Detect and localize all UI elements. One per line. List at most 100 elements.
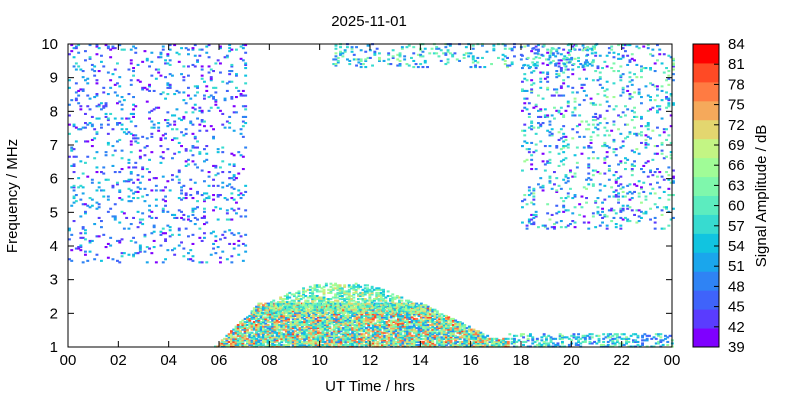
heatmap-cell [399,336,403,339]
heatmap-cell [164,132,167,135]
heatmap-cell [543,115,547,118]
heatmap-cell [463,336,467,339]
heatmap-cell [597,340,601,343]
heatmap-cell [495,337,499,340]
heatmap-cell [338,311,342,314]
heatmap-cell [365,340,368,343]
heatmap-cell [129,62,133,65]
heatmap-cell [463,330,467,333]
heatmap-cell [171,178,174,181]
heatmap-cell [313,296,317,299]
heatmap-cell [598,115,602,118]
heatmap-cell [347,302,351,305]
heatmap-cell [225,54,229,57]
heatmap-cell [259,316,263,319]
heatmap-cell [262,321,265,324]
heatmap-cell [555,88,559,91]
heatmap-cell [311,305,315,308]
heatmap-cell [349,337,352,340]
heatmap-cell [310,316,313,319]
heatmap-cell [225,209,229,212]
heatmap-cell [483,336,487,339]
heatmap-cell [313,308,317,311]
heatmap-cell [122,48,126,51]
heatmap-cell [207,171,211,174]
heatmap-cell [621,209,625,212]
heatmap-cell [553,106,556,109]
heatmap-cell [566,143,570,146]
heatmap-cell [262,325,265,328]
heatmap-cell [598,83,602,86]
heatmap-cell [230,255,234,258]
heatmap-cell [88,108,92,111]
heatmap-cell [329,290,333,293]
heatmap-cell [358,316,361,319]
heatmap-cell [397,328,400,331]
heatmap-cell [243,337,247,340]
heatmap-cell [203,160,206,163]
heatmap-cell [346,327,350,330]
heatmap-cell [405,307,408,310]
heatmap-cell [587,123,591,126]
heatmap-cell [74,91,78,94]
heatmap-cell [100,108,103,111]
heatmap-cell [422,328,426,331]
heatmap-cell [255,333,258,336]
heatmap-cell [562,163,566,166]
heatmap-cell [401,336,405,339]
heatmap-cell [587,172,591,175]
heatmap-cell [283,298,287,301]
heatmap-cell [417,319,421,322]
heatmap-cell [337,321,341,324]
heatmap-cell [304,290,308,293]
heatmap-cell [225,334,229,337]
heatmap-cell [382,293,385,296]
heatmap-cell [580,86,584,89]
heatmap-cell [106,210,110,213]
heatmap-cell [221,151,225,154]
heatmap-cell [321,343,325,346]
heatmap-cell [619,76,623,79]
heatmap-cell [120,108,124,111]
heatmap-cell [358,324,361,327]
heatmap-cell [164,239,167,242]
heatmap-cell [252,316,256,319]
heatmap-cell [358,330,361,333]
heatmap-cell [366,288,369,291]
heatmap-cell [577,336,580,339]
heatmap-cell [365,342,368,345]
heatmap-cell [532,126,536,129]
heatmap-cell [370,311,374,314]
heatmap-cell [346,311,350,314]
heatmap-cell [246,319,249,322]
heatmap-cell [395,308,399,311]
heatmap-cell [230,96,234,99]
heatmap-cell [352,307,356,310]
heatmap-cell [361,288,365,291]
heatmap-cell [624,114,627,117]
heatmap-cell [330,334,334,337]
heatmap-cell [378,336,382,339]
heatmap-cell [582,221,586,224]
heatmap-cell [177,60,181,63]
heatmap-cell [474,336,478,339]
heatmap-cell [458,324,462,327]
heatmap-cell [634,333,638,336]
heatmap-cell [295,296,299,299]
heatmap-cell [323,321,327,324]
heatmap-cell [159,56,163,59]
heatmap-cell [626,63,630,66]
heatmap-cell [635,115,639,118]
heatmap-cell [474,340,478,343]
heatmap-cell [97,70,101,73]
heatmap-cell [479,331,483,334]
heatmap-cell [417,333,421,336]
heatmap-cell [289,324,293,327]
heatmap-cell [74,155,78,158]
heatmap-cell [546,227,550,230]
heatmap-cell [429,333,432,336]
heatmap-cell [329,285,333,288]
heatmap-cell [214,103,218,106]
heatmap-cell [426,325,430,328]
heatmap-cell [497,343,501,346]
